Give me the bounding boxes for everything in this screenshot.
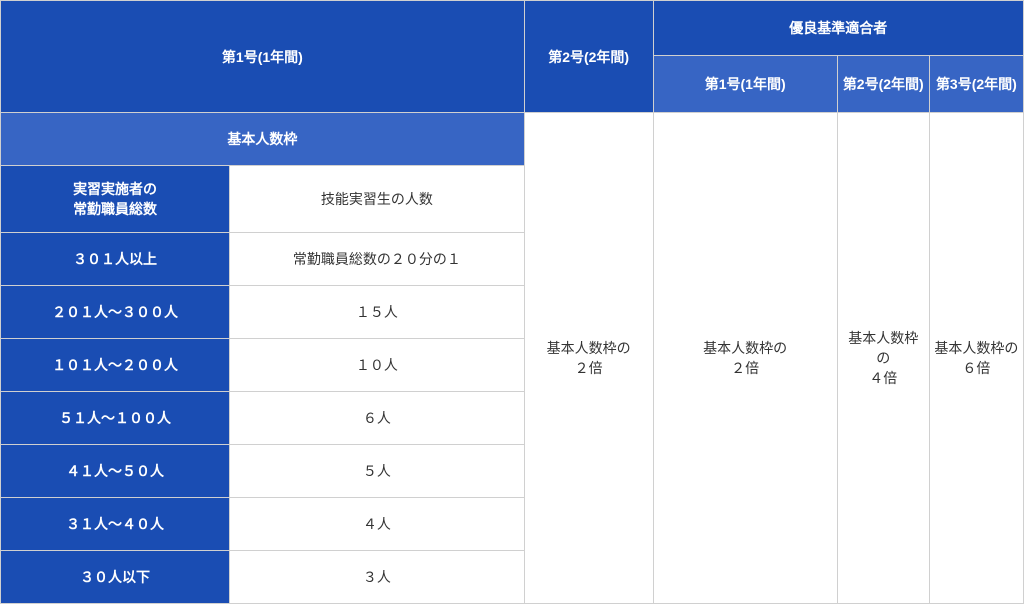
- row-value: １５人: [230, 286, 525, 339]
- header-sub3: 第3号(2年間): [929, 56, 1023, 113]
- header-sub2: 第2号(2年間): [837, 56, 929, 113]
- row-label: ３１人～４０人: [1, 498, 230, 551]
- row-label: ５１人～１００人: [1, 392, 230, 445]
- multiplier-sub1: 基本人数枠の２倍: [653, 113, 837, 604]
- row-value: 常勤職員総数の２０分の１: [230, 233, 525, 286]
- multiplier-col2: 基本人数枠の２倍: [524, 113, 653, 604]
- header-sub1: 第1号(1年間): [653, 56, 837, 113]
- table: 第1号(1年間) 第2号(2年間) 優良基準適合者 第1号(1年間) 第2号(2…: [0, 0, 1024, 604]
- personnel-quota-table: 第1号(1年間) 第2号(2年間) 優良基準適合者 第1号(1年間) 第2号(2…: [0, 0, 1024, 585]
- row-value: ４人: [230, 498, 525, 551]
- row-value: ６人: [230, 392, 525, 445]
- row-label: ４１人～５０人: [1, 445, 230, 498]
- body-header-right: 技能実習生の人数: [230, 166, 525, 233]
- row-label: ３０人以下: [1, 551, 230, 604]
- row-label: ３０１人以上: [1, 233, 230, 286]
- row-value: ５人: [230, 445, 525, 498]
- body-header-left: 実習実施者の常勤職員総数: [1, 166, 230, 233]
- multiplier-sub2: 基本人数枠の４倍: [837, 113, 929, 604]
- row-label: ２０１人～３００人: [1, 286, 230, 339]
- section-label: 基本人数枠: [1, 113, 525, 166]
- header-col2: 第2号(2年間): [524, 1, 653, 113]
- multiplier-sub3: 基本人数枠の６倍: [929, 113, 1023, 604]
- header-excellent-group: 優良基準適合者: [653, 1, 1023, 56]
- row-label: １０１人～２００人: [1, 339, 230, 392]
- row-value: ３人: [230, 551, 525, 604]
- header-col1: 第1号(1年間): [1, 1, 525, 113]
- row-value: １０人: [230, 339, 525, 392]
